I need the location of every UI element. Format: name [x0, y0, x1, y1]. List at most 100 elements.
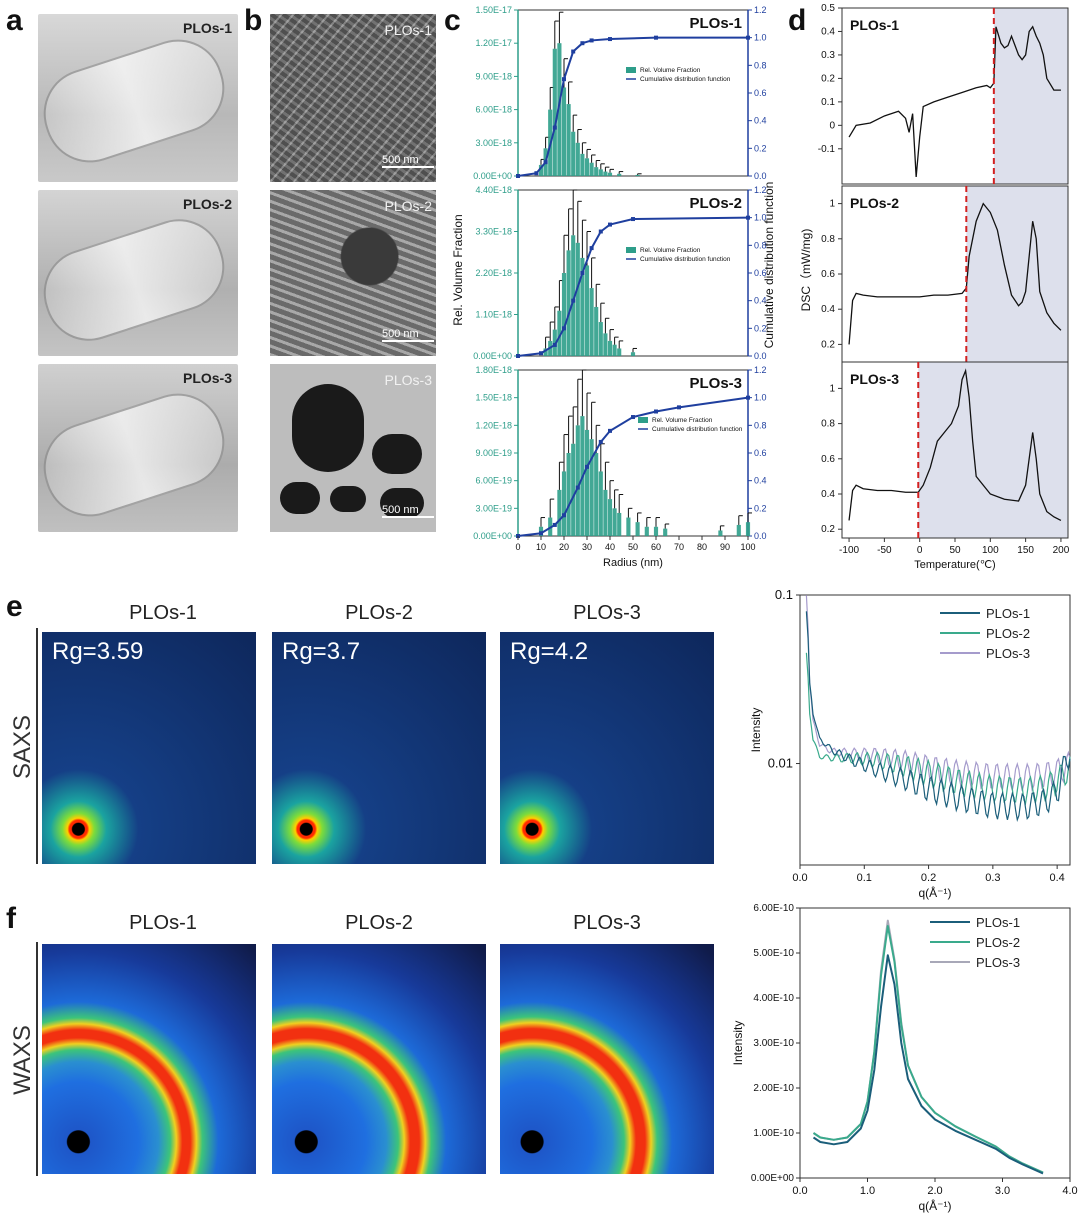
c-rtick-label-2-0: 0.0	[754, 351, 767, 361]
chart-f: 0.00E+00 1.00E-10 2.00E-10 3.00E-10 4.00E-10…	[731, 903, 1078, 1213]
c-bar-3-16	[626, 517, 631, 536]
c-rtick-label-3-5: 1.0	[754, 393, 767, 403]
c-cdf-point-1-5	[571, 49, 576, 54]
c-cdf-point-3-3	[562, 513, 566, 518]
c-rtick-label-3-0: 0.0	[754, 531, 767, 541]
d-title-2: PLOs-2	[850, 195, 899, 211]
vial-photo-2: PLOs-2	[38, 190, 238, 356]
chart-d: -0.1 0 0.1 0.2 0.3 0.4 0.5 PLOs-1 0.2 0.4 0.6 0.8 1 P…	[799, 3, 1070, 571]
c-rtick-label-1-3: 0.6	[754, 88, 767, 98]
c-cdf-line-2	[517, 216, 749, 357]
e-legend-label-3: PLOs-3	[986, 646, 1030, 661]
c-legend-bar-1: Rel. Volume Fraction	[640, 67, 701, 74]
c-bar-3-3	[561, 471, 567, 536]
c-bar-2-6	[571, 235, 576, 356]
vial-tag-3: PLOs-3	[182, 370, 232, 386]
e-ylabel: Intensity	[749, 708, 763, 753]
c-ytick-label-3-6: 1.80E-18	[475, 365, 512, 375]
sem-tag-3: PLOs-3	[384, 372, 432, 388]
c-title-1: PLOs-1	[689, 15, 742, 32]
c-rtick-label-2-4: 0.8	[754, 240, 767, 250]
d-ytick-label-3-0: 0.2	[821, 524, 835, 535]
c-bar-1-13	[598, 169, 603, 176]
c-cdf-point-1-6	[580, 41, 585, 46]
f-ytick-label-0: 0.00E+00	[751, 1173, 795, 1184]
c-bar-2-0	[543, 348, 548, 356]
c-bar-1-0	[538, 164, 544, 176]
c-rtick-label-1-0: 0.0	[754, 171, 767, 181]
c-bar-3-20	[663, 528, 668, 536]
waxs-image-1	[42, 944, 256, 1174]
c-bar-1-12	[594, 167, 599, 176]
c-rtick-label-2-2: 0.4	[754, 296, 767, 306]
f-ylabel: Intensity	[731, 1021, 745, 1066]
saxs-row-divider	[36, 628, 38, 864]
f-xtick-label-0: 0.0	[792, 1185, 807, 1197]
c-title-2: PLOs-2	[689, 195, 742, 212]
panel-label-d: d	[788, 4, 807, 37]
c-bar-3-23	[745, 522, 751, 536]
c-bar-1-14	[603, 171, 608, 176]
c-frame-2	[517, 189, 749, 357]
c-xtick-label-7: 70	[674, 542, 684, 552]
c-bar-2-16	[617, 348, 622, 356]
d-xtick-label-2: 0	[917, 545, 923, 556]
c-cdf-point-1-9	[654, 35, 658, 40]
f-ytick-label-4: 4.00E-10	[753, 993, 794, 1004]
panel-label-b: b	[244, 4, 263, 37]
c-bar-2-5	[566, 250, 571, 356]
c-bar-3-10	[594, 453, 599, 536]
d-xlabel: Temperature(℃)	[914, 559, 995, 571]
f-xtick-label-2: 2.0	[927, 1185, 942, 1197]
d-xtick-label-1: -50	[877, 545, 892, 556]
c-ytick-label-2-2: 2.20E-18	[475, 268, 512, 278]
c-bar-3-6	[575, 425, 580, 536]
d-xtick-label-6: 200	[1053, 545, 1070, 556]
c-bar-1-7	[571, 131, 576, 176]
waxs-row-divider	[36, 942, 38, 1176]
c-cdf-point-2-2	[552, 342, 557, 347]
c-bar-1-9	[580, 153, 585, 176]
d-ytick-label-1-6: 0.5	[821, 3, 835, 14]
c-cdf-point-2-3	[562, 326, 566, 331]
f-series-1	[812, 954, 1044, 1175]
sem-tag-1: PLOs-1	[384, 22, 432, 38]
c-rtick-label-3-2: 0.4	[754, 476, 767, 486]
saxs-image-3: Rg=4.2	[500, 632, 714, 864]
c-rtick-label-2-3: 0.6	[754, 268, 767, 278]
c-rtick-label-1-5: 1.0	[754, 33, 767, 43]
c-cdf-point-3-6	[598, 439, 603, 444]
c-xtick-label-0: 0	[515, 542, 520, 552]
c-rtick-label-2-5: 1.0	[754, 213, 767, 223]
waxs-title-1: PLOs-1	[129, 912, 197, 934]
d-curve-3	[848, 368, 1062, 521]
c-legend-swatch-bar-1	[626, 67, 636, 73]
c-ytick-label-3-0: 0.00E+00	[473, 531, 512, 541]
c-bar-1-10	[584, 158, 590, 176]
c-bar-3-17	[635, 522, 640, 536]
c-ytick-label-2-1: 1.10E-18	[475, 310, 512, 320]
d-ytick-label-2-2: 0.6	[821, 269, 835, 280]
c-bar-3-22	[736, 524, 741, 536]
c-bar-2-14	[607, 340, 613, 356]
c-legend-line-1: Cumulative distribution function	[640, 76, 731, 83]
c-bar-1-17	[635, 174, 640, 176]
c-frame-3	[517, 369, 749, 537]
saxs-title-1: PLOs-1	[129, 602, 197, 624]
d-ytick-label-3-2: 0.6	[821, 454, 835, 465]
c-bar-3-18	[644, 526, 649, 536]
d-curve-2	[848, 202, 1062, 345]
c-rtick-label-3-6: 1.2	[754, 365, 767, 375]
c-legend-bar-3: Rel. Volume Fraction	[652, 417, 713, 424]
sem-scalebar-label-2: 500 nm	[382, 328, 419, 340]
c-bar-3-13	[607, 499, 613, 536]
vial-tag-2: PLOs-2	[182, 196, 232, 212]
c-cdf-point-2-5	[580, 271, 585, 275]
c-bar-2-11	[594, 306, 599, 356]
c-ytick-label-1-4: 1.20E-17	[475, 38, 512, 48]
d-ytick-label-1-5: 0.4	[821, 26, 835, 37]
e-series-2	[805, 652, 1071, 806]
c-cdf-point-2-0	[516, 354, 520, 358]
c-cdf-point-3-5	[585, 464, 589, 469]
c-cdf-point-3-9	[654, 409, 658, 414]
